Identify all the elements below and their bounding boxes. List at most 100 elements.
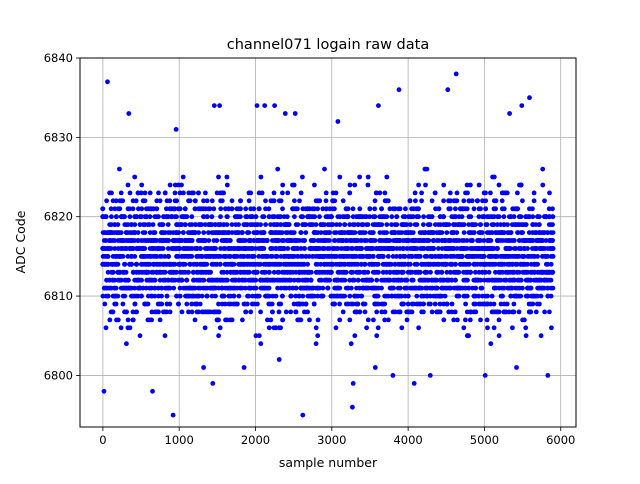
data-point bbox=[120, 198, 126, 204]
data-point bbox=[210, 381, 216, 386]
data-point bbox=[473, 301, 478, 307]
data-point bbox=[269, 301, 275, 307]
data-point bbox=[317, 285, 322, 291]
data-point bbox=[526, 230, 532, 236]
data-point bbox=[130, 206, 136, 212]
data-point bbox=[251, 206, 257, 212]
data-point bbox=[125, 222, 131, 228]
data-point bbox=[287, 285, 292, 291]
data-point bbox=[268, 317, 274, 323]
data-point bbox=[520, 285, 525, 291]
data-point bbox=[118, 230, 124, 236]
data-point bbox=[276, 309, 282, 315]
data-point bbox=[275, 166, 281, 172]
data-point bbox=[305, 277, 310, 283]
data-point bbox=[550, 285, 556, 291]
data-point bbox=[535, 261, 540, 267]
data-point bbox=[416, 182, 421, 188]
data-point bbox=[389, 293, 395, 299]
data-point bbox=[422, 230, 428, 236]
data-point bbox=[332, 206, 337, 212]
data-point bbox=[315, 293, 321, 299]
data-point bbox=[447, 206, 453, 212]
data-point bbox=[478, 277, 484, 283]
data-point bbox=[142, 198, 148, 204]
data-point bbox=[285, 190, 291, 196]
data-point bbox=[293, 309, 299, 315]
data-point bbox=[211, 206, 217, 212]
data-point bbox=[238, 198, 243, 204]
data-point bbox=[337, 301, 342, 307]
data-point bbox=[258, 341, 264, 347]
data-point bbox=[130, 317, 136, 323]
data-point bbox=[222, 246, 228, 251]
data-point bbox=[518, 182, 524, 188]
data-point bbox=[308, 277, 314, 283]
data-point bbox=[464, 293, 470, 299]
data-point bbox=[501, 285, 507, 291]
data-point bbox=[323, 206, 329, 212]
data-point bbox=[214, 238, 220, 243]
data-point bbox=[345, 246, 351, 251]
data-point bbox=[476, 182, 482, 188]
y-tick-label: 6820 bbox=[44, 210, 73, 224]
data-point bbox=[298, 317, 304, 323]
data-point bbox=[404, 222, 410, 228]
data-point bbox=[184, 301, 190, 307]
data-point bbox=[362, 309, 368, 315]
data-point bbox=[150, 269, 156, 275]
data-point bbox=[303, 222, 309, 228]
data-point bbox=[276, 269, 282, 275]
data-point bbox=[463, 285, 468, 291]
data-point bbox=[535, 254, 540, 259]
data-point bbox=[355, 261, 361, 267]
data-point bbox=[217, 103, 223, 108]
data-point bbox=[357, 174, 362, 180]
data-point bbox=[332, 238, 338, 243]
data-point bbox=[441, 182, 447, 188]
data-point bbox=[325, 285, 331, 291]
data-point bbox=[550, 254, 556, 259]
data-point bbox=[523, 222, 529, 228]
data-point bbox=[263, 269, 268, 275]
data-point bbox=[468, 214, 474, 220]
data-point bbox=[459, 254, 465, 259]
data-point bbox=[315, 333, 321, 339]
data-point bbox=[256, 254, 262, 259]
data-point bbox=[166, 254, 171, 259]
data-point bbox=[291, 230, 297, 236]
data-point bbox=[357, 285, 362, 291]
data-point bbox=[461, 230, 467, 236]
data-point bbox=[276, 357, 282, 362]
data-point bbox=[436, 238, 442, 243]
data-point bbox=[488, 301, 493, 307]
data-point bbox=[191, 190, 196, 196]
data-point bbox=[327, 230, 332, 236]
data-point bbox=[362, 301, 368, 307]
data-point bbox=[312, 182, 317, 188]
data-point bbox=[322, 222, 327, 228]
data-point bbox=[105, 293, 111, 299]
data-point bbox=[370, 246, 376, 251]
data-point bbox=[190, 269, 196, 275]
data-point bbox=[221, 222, 226, 228]
data-point bbox=[129, 261, 134, 267]
data-point bbox=[379, 285, 384, 291]
data-point bbox=[179, 182, 184, 188]
data-point bbox=[127, 206, 132, 212]
data-point bbox=[442, 293, 448, 299]
data-point bbox=[165, 246, 171, 251]
data-point bbox=[246, 293, 252, 299]
data-point bbox=[196, 309, 202, 315]
data-point bbox=[244, 301, 250, 307]
data-point bbox=[248, 190, 254, 196]
data-point bbox=[103, 238, 109, 243]
data-point bbox=[431, 230, 436, 236]
data-point bbox=[494, 222, 500, 228]
data-point bbox=[243, 206, 249, 212]
data-point bbox=[421, 222, 426, 228]
data-point bbox=[208, 269, 213, 275]
data-point bbox=[271, 269, 277, 275]
